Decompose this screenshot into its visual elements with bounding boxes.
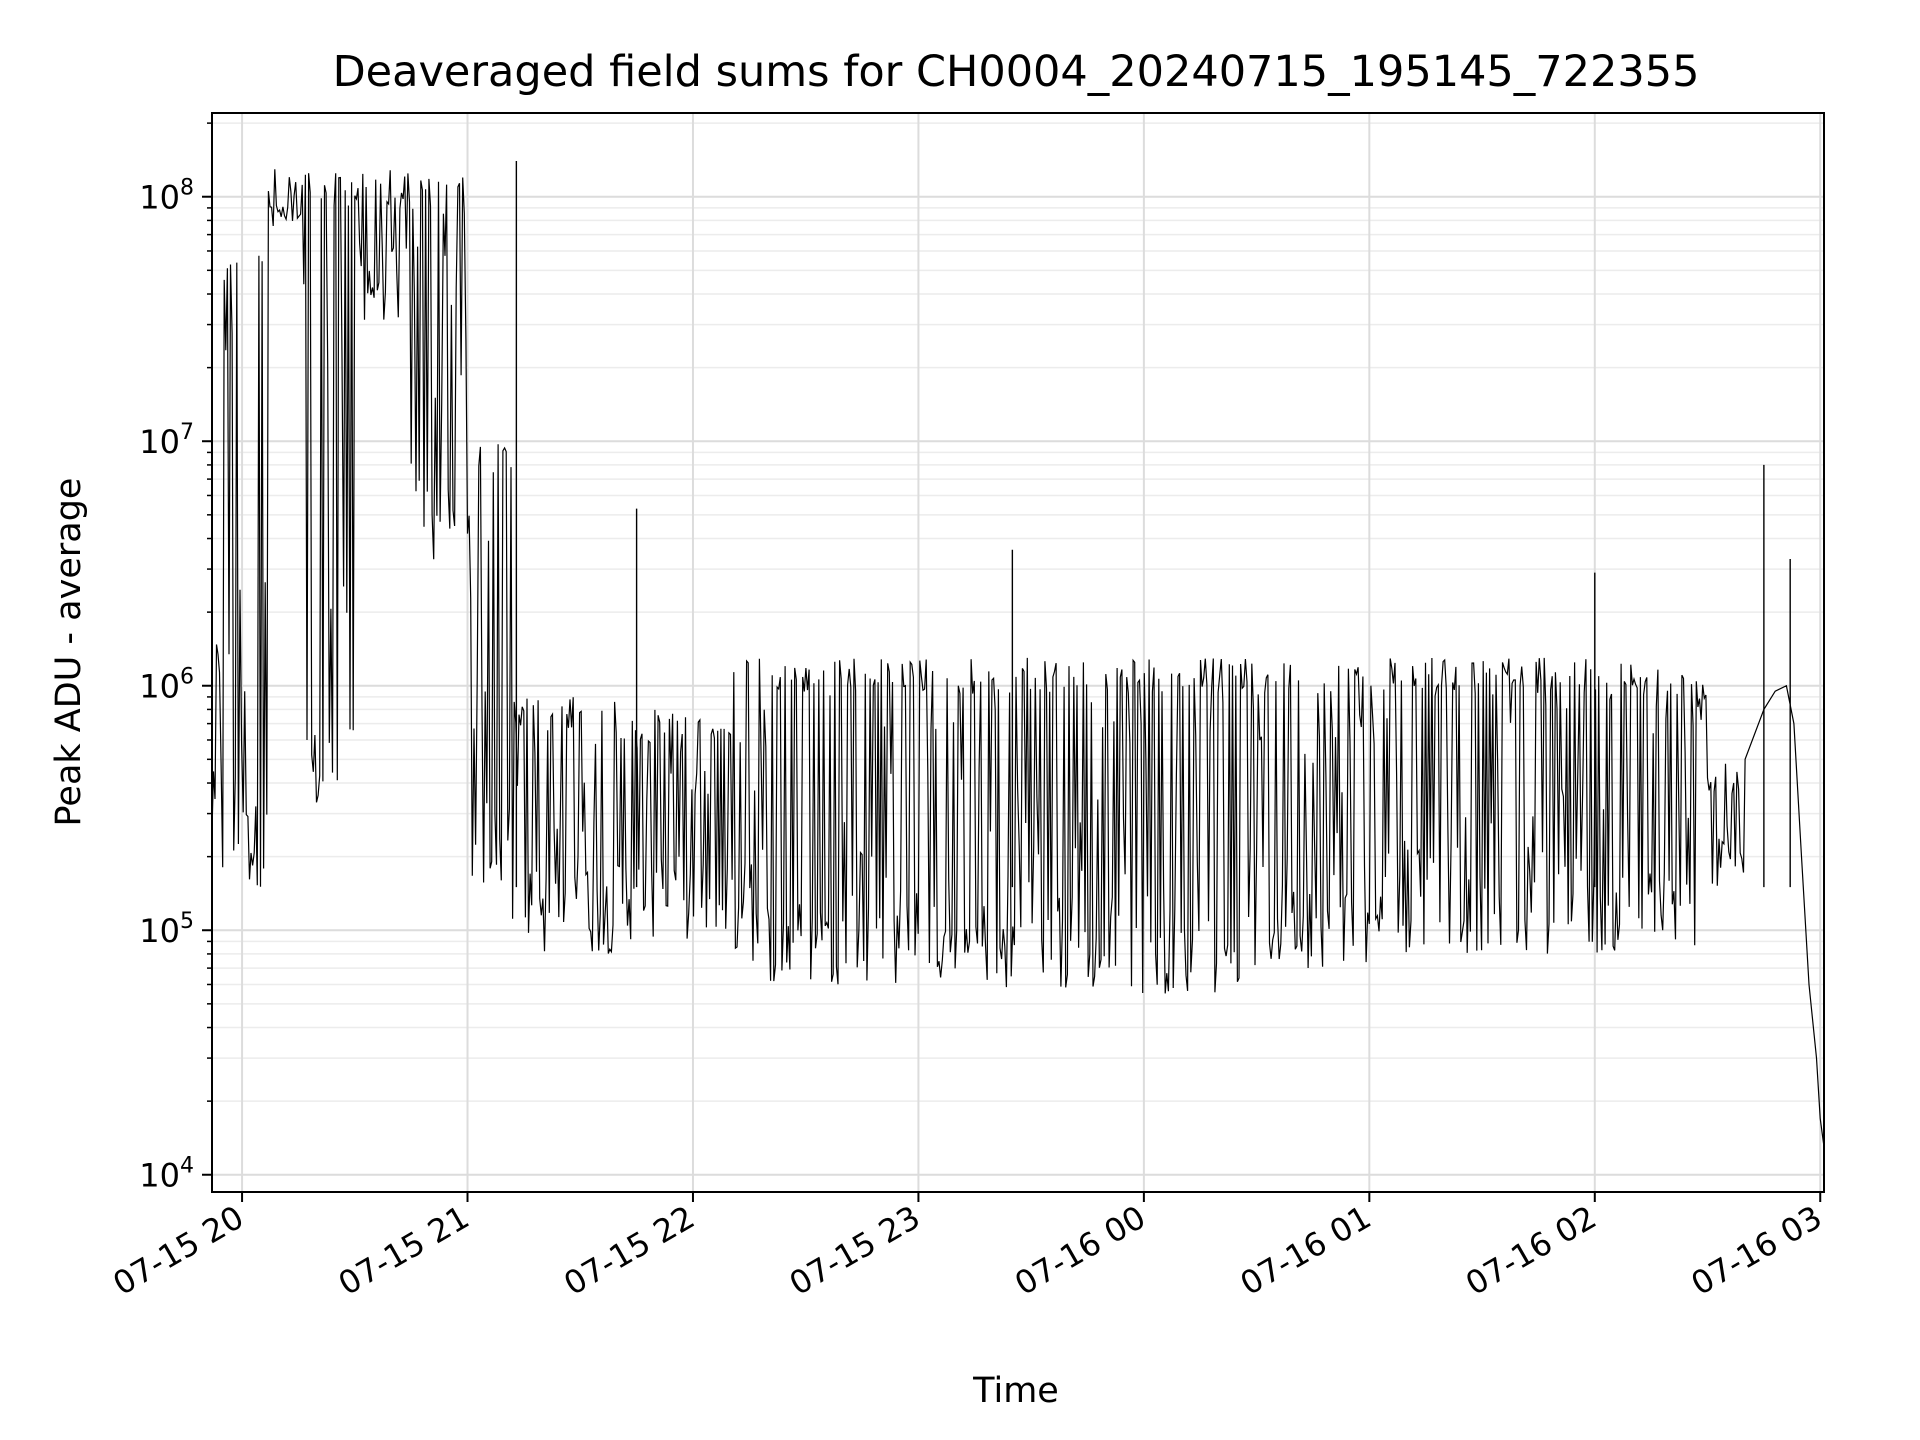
y-tick-label: 108 [139,176,194,217]
y-tick-label: 105 [139,909,194,950]
plot-area [212,113,1824,1192]
y-tick-label: 107 [139,420,194,461]
y-tick-label: 106 [139,665,194,706]
series [211,160,1825,1147]
y-axis-label: Peak ADU - average [49,478,89,827]
grid [212,113,1824,1192]
y-tick-label: 104 [139,1154,194,1195]
chart-title: Deaveraged field sums for CH0004_2024071… [333,47,1700,97]
y-axis-ticks: 104 105 106 107 108 [139,122,212,1195]
x-axis-label: Time [972,1371,1059,1411]
series-line [211,169,1825,1147]
plot-frame [211,112,1825,1193]
